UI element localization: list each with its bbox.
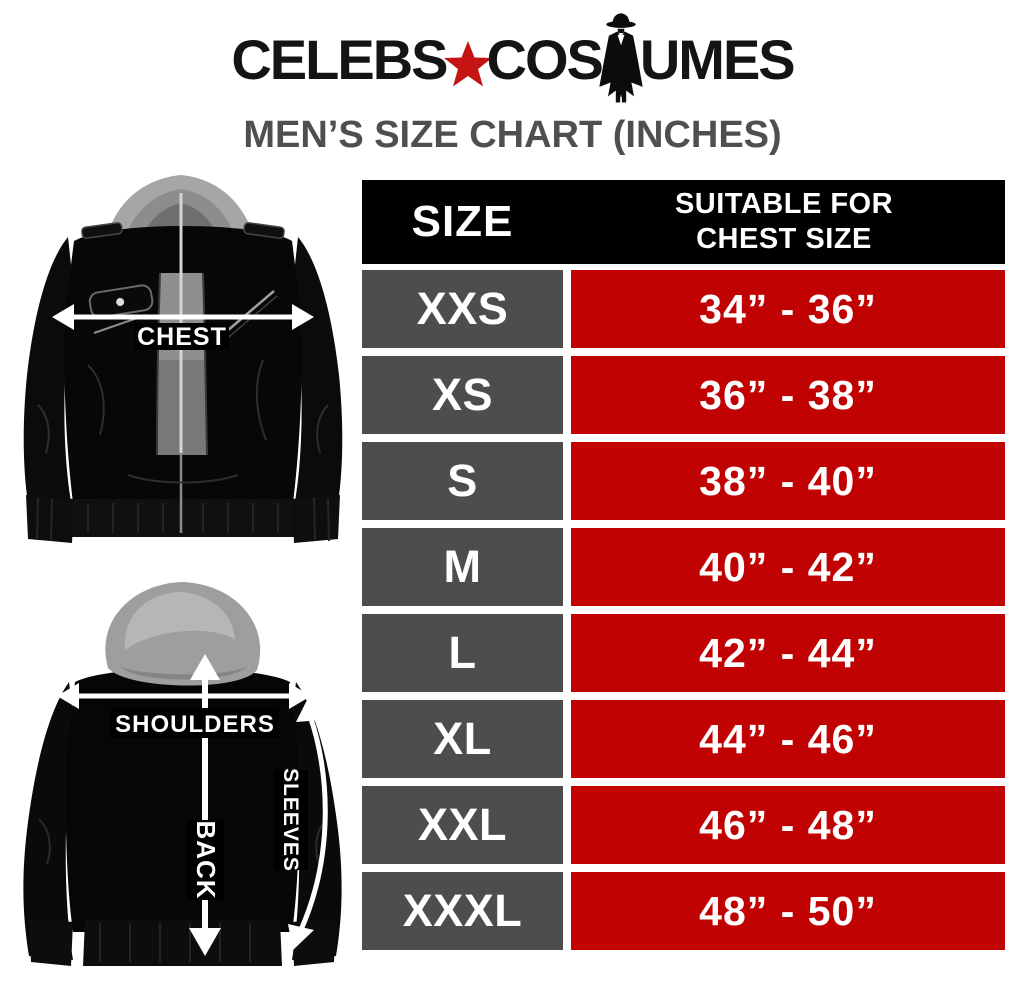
- chest-range-cell: 38” - 40”: [571, 442, 1005, 520]
- jacket-arms: [23, 237, 343, 507]
- shoulders-arrow: [57, 683, 311, 709]
- jacket-front-diagram: CHEST: [8, 165, 358, 565]
- size-cell: XXXL: [362, 872, 563, 950]
- hem-and-cuffs: [26, 495, 340, 543]
- chest-range-cell: 42” - 44”: [571, 614, 1005, 692]
- size-cell: XL: [362, 700, 563, 778]
- logo-text-celebs: CELEBS: [231, 28, 448, 91]
- brand-header: CELEBS COS UMES MEN’S SIZE CHART (INCHES…: [0, 10, 1025, 157]
- detective-icon: [599, 13, 643, 103]
- logo: CELEBS COS UMES: [0, 10, 1025, 110]
- sleeves-label: SLEEVES: [279, 768, 302, 872]
- chest-range-cell: 44” - 46”: [571, 700, 1005, 778]
- chest-range-cell: 36” - 38”: [571, 356, 1005, 434]
- size-cell: S: [362, 442, 563, 520]
- sleeves-label-box: SLEEVES: [274, 768, 308, 872]
- chest-range-cell: 34” - 36”: [571, 270, 1005, 348]
- size-column-header: SIZE: [411, 197, 514, 246]
- size-cell: L: [362, 614, 563, 692]
- back-label: BACK: [191, 820, 221, 899]
- size-cell: XS: [362, 356, 563, 434]
- star-icon: [443, 41, 492, 87]
- size-cell: M: [362, 528, 563, 606]
- table-header-row: SIZE SUITABLE FOR CHEST SIZE: [362, 180, 1005, 264]
- logo-text-umes: UMES: [639, 28, 796, 91]
- table-row: S 38” - 40”: [362, 442, 1005, 520]
- table-row: M 40” - 42”: [362, 528, 1005, 606]
- page-title: MEN’S SIZE CHART (INCHES): [243, 114, 782, 156]
- shoulders-label-box: SHOULDERS: [111, 708, 279, 738]
- table-row: XXXL 48” - 50”: [362, 872, 1005, 950]
- chest-column-header: SUITABLE FOR CHEST SIZE: [563, 187, 1005, 257]
- jacket-back-diagram: SHOULDERS BACK SLEEVES: [5, 570, 360, 990]
- chest-range-cell: 40” - 42”: [571, 528, 1005, 606]
- chest-range-cell: 46” - 48”: [571, 786, 1005, 864]
- chest-label: CHEST: [137, 323, 227, 351]
- table-row: XXS 34” - 36”: [362, 270, 1005, 348]
- chest-pocket-flap: [88, 284, 154, 319]
- size-cell: XXS: [362, 270, 563, 348]
- sleeves-arrow: [288, 698, 328, 950]
- hood-back: [105, 582, 261, 686]
- logo-text-cos: COS: [486, 28, 604, 91]
- chest-column-header-text: SUITABLE FOR CHEST SIZE: [674, 188, 894, 255]
- hem-and-cuffs-back: [29, 918, 336, 966]
- chest-range-cell: 48” - 50”: [571, 872, 1005, 950]
- size-chart-table: SIZE SUITABLE FOR CHEST SIZE XXS 34” - 3…: [362, 180, 1005, 958]
- size-cell: XXL: [362, 786, 563, 864]
- table-row: XL 44” - 46”: [362, 700, 1005, 778]
- table-row: L 42” - 44”: [362, 614, 1005, 692]
- table-row: XS 36” - 38”: [362, 356, 1005, 434]
- shoulders-label: SHOULDERS: [115, 711, 275, 738]
- back-label-box: BACK: [186, 820, 224, 900]
- chest-label-box: CHEST: [135, 323, 229, 351]
- chest-arrow: [52, 304, 314, 330]
- table-row: XXL 46” - 48”: [362, 786, 1005, 864]
